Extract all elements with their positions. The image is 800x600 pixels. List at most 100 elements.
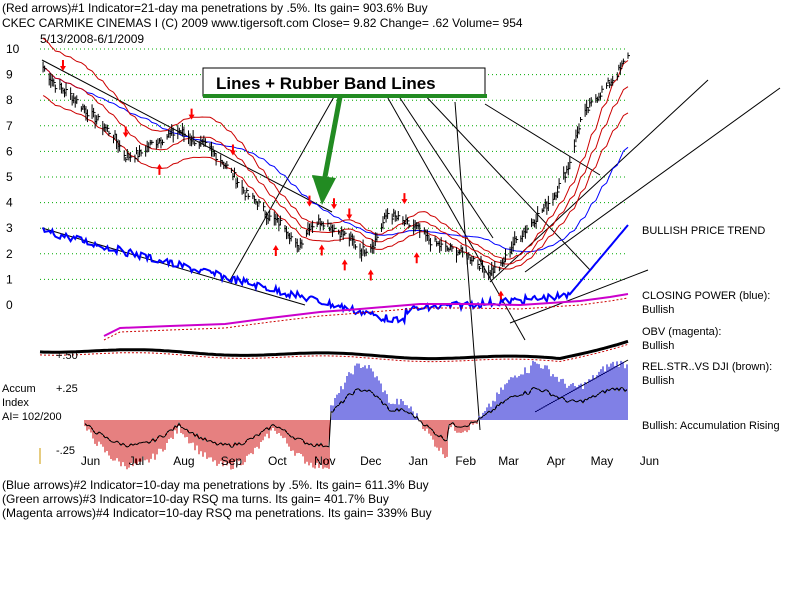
- price-bar: [537, 206, 540, 221]
- price-bar: [505, 248, 508, 262]
- label-cp-value: Bullish: [642, 304, 674, 316]
- price-bar: [468, 252, 471, 258]
- trend-line-resistance: [484, 103, 601, 176]
- footer-line2: (Green arrows)#3 Indicator=10-day RSQ ma…: [2, 492, 389, 506]
- x-tick-sep-3: Sep: [221, 454, 243, 468]
- price-bar: [214, 150, 217, 157]
- price-bar: [382, 216, 385, 230]
- accum-title-1: Accum: [2, 383, 36, 395]
- price-bar: [183, 126, 186, 142]
- price-bar: [472, 255, 476, 262]
- price-bar: [269, 211, 272, 222]
- price-bar: [296, 238, 300, 253]
- rel-strength-line: [39, 339, 629, 361]
- ma-long-line: [42, 66, 629, 253]
- price-bar: [135, 147, 139, 155]
- price-bar: [353, 235, 356, 249]
- trend-line-spike4: [454, 101, 481, 431]
- price-bar: [483, 266, 487, 279]
- date-range: 5/13/2008-6/1/2009: [40, 32, 144, 46]
- x-tick-mar-9: Mar: [498, 454, 519, 468]
- y-tick-2: 2: [6, 247, 13, 261]
- accum-tick-25: +.25: [56, 383, 78, 395]
- price-bar: [564, 171, 568, 183]
- price-bar: [557, 185, 560, 199]
- label-rs-value: Bullish: [642, 375, 674, 387]
- trend-line-main-down: [41, 59, 333, 213]
- price-bar: [419, 223, 422, 239]
- banner-box: [202, 67, 486, 97]
- obv-ma-line: [103, 297, 629, 341]
- y-tick-0: 0: [6, 298, 13, 312]
- price-bar: [578, 123, 581, 135]
- price-bar: [627, 52, 630, 59]
- price-bar: [108, 130, 111, 136]
- price-bar: [391, 213, 395, 225]
- sell-arrow: [331, 198, 337, 210]
- label-accum: Bullish: Accumulation Rising: [642, 420, 780, 432]
- price-bar: [194, 141, 197, 147]
- price-bar: [494, 260, 497, 274]
- price-bar: [70, 87, 73, 100]
- price-bar: [226, 161, 229, 170]
- header-line2: CKEC CARMIKE CINEMAS I (C) 2009 www.tige…: [2, 16, 523, 30]
- sell-arrow: [59, 59, 66, 71]
- y-tick-3: 3: [6, 221, 13, 235]
- price-bar: [590, 97, 594, 107]
- price-bar: [76, 95, 79, 105]
- sell-arrow: [306, 195, 313, 207]
- buy-arrow: [318, 244, 325, 256]
- x-tick-nov-5: Nov: [314, 454, 335, 468]
- price-bar: [123, 150, 127, 161]
- price-bar: [503, 256, 506, 267]
- price-bar: [573, 139, 577, 153]
- price-bar: [301, 239, 304, 249]
- price-bar: [426, 229, 430, 241]
- header-line1: (Red arrows)#1 Indicator=21-day ma penet…: [2, 1, 428, 15]
- price-bar: [54, 84, 58, 93]
- price-bar: [204, 138, 208, 147]
- price-bar: [515, 235, 519, 244]
- accum-tick-m25: -.25: [56, 445, 75, 457]
- price-bar: [134, 154, 137, 163]
- price-bar: [445, 240, 448, 252]
- price-bar: [466, 253, 470, 265]
- price-bar: [526, 224, 529, 234]
- accumulation-histogram: [84, 360, 628, 470]
- price-bar: [587, 107, 591, 114]
- label-trend: BULLISH PRICE TREND: [642, 225, 765, 237]
- accumulation-ma-line: [84, 386, 628, 448]
- price-bar: [241, 179, 245, 195]
- price-bar: [498, 266, 502, 272]
- price-bar: [215, 153, 219, 166]
- y-tick-4: 4: [6, 196, 13, 210]
- price-bar: [255, 198, 258, 205]
- sell-arrow: [346, 208, 353, 220]
- price-bar: [397, 211, 401, 221]
- buy-arrow: [497, 290, 504, 302]
- trend-line-cp-up: [509, 269, 649, 324]
- obv-line: [103, 293, 629, 337]
- banner-text: Lines + Rubber Band Lines: [216, 74, 436, 93]
- price-bar: [157, 138, 160, 148]
- price-bar: [246, 187, 249, 194]
- footer-line1: (Blue arrows)#2 Indicator=10-day ma pene…: [2, 478, 429, 492]
- price-bar: [96, 115, 99, 125]
- price-bar: [237, 177, 240, 188]
- y-tick-8: 8: [6, 93, 13, 107]
- price-bar: [558, 178, 562, 189]
- x-tick-feb-8: Feb: [455, 454, 476, 468]
- buy-arrow: [156, 163, 163, 175]
- price-bar: [244, 192, 248, 201]
- x-tick-jun-12: Jun: [640, 454, 659, 468]
- price-bar: [148, 142, 151, 153]
- price-bar: [276, 214, 280, 223]
- y-tick-9: 9: [6, 68, 13, 82]
- closing-power-line: [42, 224, 629, 326]
- price-bar: [247, 193, 251, 200]
- price-bar: [402, 216, 405, 225]
- price-bar: [448, 247, 451, 253]
- y-tick-7: 7: [6, 119, 13, 133]
- y-tick-5: 5: [6, 170, 13, 184]
